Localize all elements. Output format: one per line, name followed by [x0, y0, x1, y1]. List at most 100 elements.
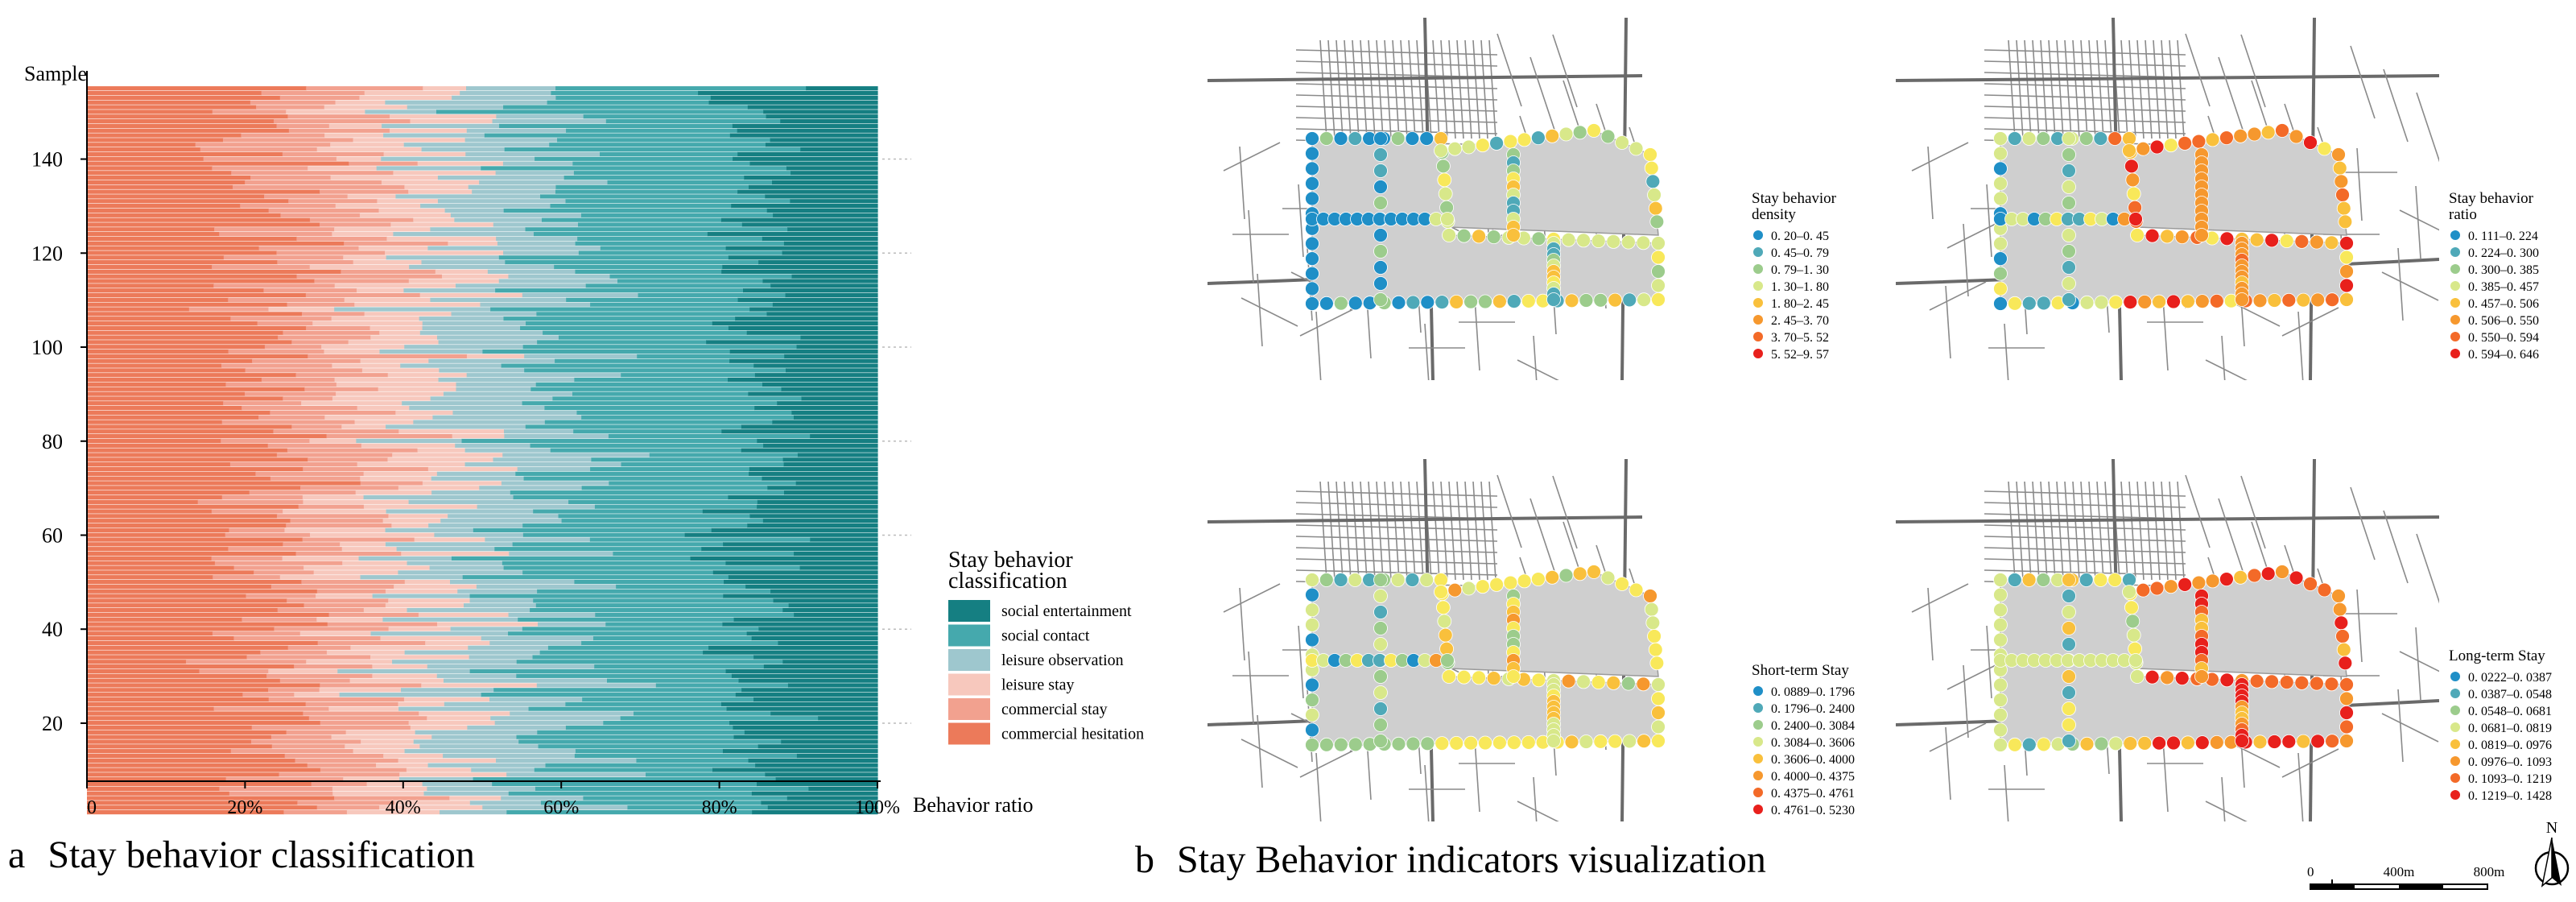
map-point: [1456, 669, 1472, 685]
bar-segment-leisure-observation: [457, 589, 538, 594]
bar-segment-commercial-stay: [188, 307, 270, 312]
bar-segment-commercial-stay: [249, 490, 357, 495]
bar-segment-commercial-stay: [222, 138, 354, 143]
map-point: [2149, 581, 2165, 596]
map-point: [2166, 294, 2181, 309]
bar-segment-social-entertainment: [784, 354, 878, 359]
road: [2104, 481, 2112, 581]
bar-segment-leisure-observation: [431, 476, 525, 481]
map-point: [1615, 577, 1629, 591]
bar-segment-commercial-hesitation: [87, 537, 303, 542]
bar-segment-leisure-observation: [444, 208, 505, 213]
bar-row: [87, 504, 878, 509]
bar-segment-commercial-hesitation: [87, 753, 286, 759]
map-point: [2137, 294, 2153, 309]
bar-segment-leisure-observation: [468, 184, 557, 189]
bar-row: [87, 575, 878, 580]
bar-segment-commercial-hesitation: [87, 143, 196, 147]
bar-segment-social-entertainment: [721, 269, 878, 274]
bar-segment-commercial-stay: [245, 368, 363, 373]
road: [1239, 146, 1245, 220]
map-point: [2303, 577, 2318, 591]
map-legend-label: 0. 506–0. 550: [2468, 314, 2539, 328]
bar-segment-leisure-observation: [496, 236, 578, 242]
bar-segment-leisure-stay: [342, 561, 408, 565]
bar-segment-leisure-stay: [319, 688, 402, 693]
map-point: [1643, 589, 1657, 603]
bar-segment-leisure-observation: [464, 462, 622, 467]
map-legend-label: 0. 300–0. 385: [2468, 263, 2539, 277]
bar-row: [87, 481, 878, 486]
bar-segment-commercial-stay: [307, 763, 377, 768]
map-point: [2194, 294, 2210, 309]
bar-segment-social-contact: [540, 194, 766, 199]
map-point: [1593, 292, 1608, 308]
bar-segment-commercial-stay: [282, 151, 385, 157]
map-point: [2310, 734, 2326, 749]
road: [1299, 307, 1357, 337]
bar-row: [87, 791, 878, 796]
map-point: [1622, 734, 1637, 749]
bar-segment-social-entertainment: [786, 796, 878, 801]
bar-segment-commercial-hesitation: [87, 110, 213, 114]
bar-segment-commercial-stay: [268, 208, 380, 213]
map-legend-dot: [1753, 686, 1763, 696]
bar-segment-commercial-stay: [303, 711, 419, 716]
road: [1376, 481, 1384, 581]
map-point: [1489, 577, 1504, 592]
map-point: [1437, 614, 1452, 629]
bar-segment-social-entertainment: [786, 368, 878, 373]
y-tick-label: 40: [42, 618, 63, 641]
bar-segment-commercial-stay: [212, 631, 301, 636]
bar-segment-commercial-stay: [295, 758, 399, 763]
bar-segment-leisure-stay: [408, 189, 473, 194]
bar-segment-leisure-stay: [388, 514, 448, 519]
bar-row: [87, 302, 878, 307]
bar-row: [87, 208, 878, 213]
bar-segment-social-entertainment: [767, 486, 878, 490]
bar-segment-leisure-stay: [341, 424, 386, 429]
bar-segment-commercial-stay: [274, 118, 411, 124]
bar-segment-commercial-stay: [341, 269, 436, 274]
bar-segment-social-entertainment: [753, 697, 878, 702]
bar-row: [87, 232, 878, 237]
bar-segment-leisure-observation: [399, 777, 474, 782]
bar-segment-commercial-stay: [303, 466, 429, 472]
bar-row: [87, 519, 878, 523]
bar-segment-commercial-hesitation: [87, 668, 200, 674]
bar-segment-leisure-stay: [332, 396, 431, 401]
map-point: [1576, 674, 1591, 689]
road: [2399, 651, 2439, 672]
bar-row: [87, 499, 878, 504]
bar-segment-commercial-hesitation: [87, 673, 267, 678]
legend-a-label: commercial stay: [1001, 701, 1108, 718]
bar-segment-social-entertainment: [748, 391, 878, 396]
bar-segment-commercial-hesitation: [87, 236, 297, 242]
road: [2145, 481, 2153, 581]
map-points: [1305, 565, 1666, 752]
map-point: [1629, 582, 1644, 598]
road: [1927, 587, 1934, 661]
road: [1319, 39, 1327, 139]
map-point: [2108, 295, 2124, 310]
bar-segment-social-contact: [558, 335, 802, 340]
bar-segment-commercial-hesitation: [87, 579, 302, 585]
bar-segment-commercial-hesitation: [87, 635, 235, 641]
bar-segment-commercial-stay: [308, 457, 389, 462]
map-legend-label: 0. 79–1. 30: [1771, 263, 1829, 277]
road: [1295, 558, 1498, 565]
road: [1927, 146, 1934, 220]
bar-segment-leisure-stay: [427, 716, 491, 721]
map-point: [1373, 276, 1388, 291]
bar-segment-social-entertainment: [794, 551, 878, 557]
bar-segment-social-contact: [617, 279, 764, 283]
road: [1248, 209, 1254, 283]
bar-segment-commercial-stay: [295, 373, 389, 378]
bar-segment-social-entertainment: [810, 434, 878, 439]
map-point: [1572, 125, 1587, 140]
road: [1223, 142, 1281, 172]
road: [2128, 39, 2136, 139]
bar-segment-commercial-hesitation: [87, 453, 278, 457]
